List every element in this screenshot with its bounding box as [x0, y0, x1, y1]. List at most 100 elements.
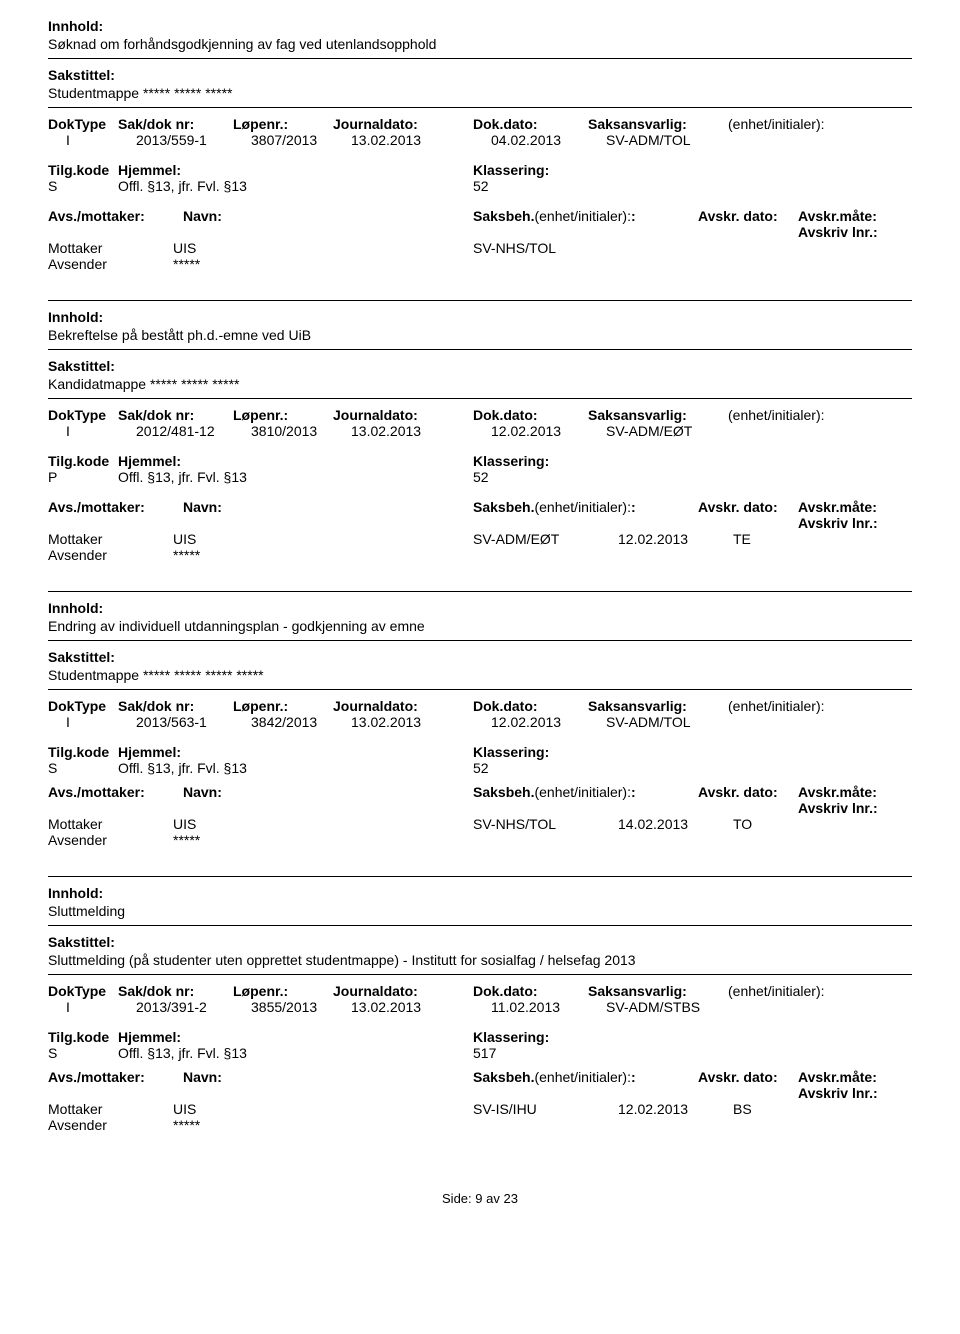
avskr-mate-label: Avskr.måte: — [798, 499, 877, 515]
avskr-mate-lnr: Avskr.måte: Avskriv lnr.: — [798, 1069, 912, 1101]
lopenr-label: Løpenr.: — [233, 983, 333, 999]
saksbeh-value: SV-NHS/TOL — [473, 816, 618, 832]
lopenr-value: 3855/2013 — [251, 999, 351, 1015]
innhold-value: Søknad om forhåndsgodkjenning av fag ved… — [48, 36, 912, 52]
tilgkode-label: Tilg.kode — [48, 162, 118, 178]
rule — [48, 300, 912, 301]
hjemmel-value: Offl. §13, jfr. Fvl. §13 — [118, 1045, 473, 1061]
klass-value-row: P Offl. §13, jfr. Fvl. §13 52 — [48, 469, 912, 485]
journal-record: Innhold: Bekreftelse på bestått ph.d.-em… — [48, 300, 912, 563]
doktype-value: I — [48, 999, 136, 1015]
value-row: I 2013/563-1 3842/2013 13.02.2013 12.02.… — [48, 714, 912, 730]
hjemmel-value: Offl. §13, jfr. Fvl. §13 — [118, 178, 473, 194]
innhold-value: Sluttmelding — [48, 903, 912, 919]
avskr-dato-label: Avskr. dato: — [698, 208, 798, 240]
saksbeh-composite: Saksbeh.(enhet/initialer):: — [473, 1069, 698, 1101]
hjemmel-label: Hjemmel: — [118, 744, 473, 760]
avskr-mate-lnr: Avskr.måte: Avskriv lnr.: — [798, 499, 912, 531]
mottaker-label: Mottaker — [48, 240, 173, 256]
mottaker-row: Mottaker UIS SV-ADM/EØT 12.02.2013 TE — [48, 531, 912, 547]
klassering-value: 52 — [473, 469, 912, 485]
lopenr-value: 3842/2013 — [251, 714, 351, 730]
value-row: I 2013/559-1 3807/2013 13.02.2013 04.02.… — [48, 132, 912, 148]
tilgkode-label: Tilg.kode — [48, 744, 118, 760]
saksbeh-label: Saksbeh. — [473, 784, 534, 800]
lopenr-label: Løpenr.: — [233, 698, 333, 714]
lopenr-value: 3810/2013 — [251, 423, 351, 439]
klassering-value: 52 — [473, 178, 912, 194]
avsmottaker-label: Avs./mottaker: — [48, 208, 183, 240]
sakstittel-value: Kandidatmappe ***** ***** ***** — [48, 376, 912, 392]
klassering-label: Klassering: — [473, 453, 912, 469]
value-row: I 2013/391-2 3855/2013 13.02.2013 11.02.… — [48, 999, 912, 1015]
mottaker-navn: UIS — [173, 240, 473, 256]
dokdato-label: Dok.dato: — [473, 698, 588, 714]
footer-sep: av — [486, 1191, 500, 1206]
journaldato-value: 13.02.2013 — [351, 132, 491, 148]
doktype-label: DokType — [48, 983, 118, 999]
dokdato-label: Dok.dato: — [473, 983, 588, 999]
klassering-label: Klassering: — [473, 1029, 912, 1045]
innhold-label: Innhold: — [48, 885, 912, 901]
avs-header-row: Avs./mottaker: Navn: Saksbeh.(enhet/init… — [48, 499, 912, 531]
saksbeh-enhet-label: (enhet/initialer): — [534, 499, 631, 515]
klass-value-row: S Offl. §13, jfr. Fvl. §13 52 — [48, 178, 912, 194]
dokdato-value: 12.02.2013 — [491, 714, 606, 730]
klass-header-row: Tilg.kode Hjemmel: Klassering: — [48, 1029, 912, 1045]
footer-page: 9 — [475, 1191, 482, 1206]
avs-header-row: Avs./mottaker: Navn: Saksbeh.(enhet/init… — [48, 784, 912, 816]
saksbeh-label: Saksbeh. — [473, 1069, 534, 1085]
saksbeh-label: Saksbeh. — [473, 208, 534, 224]
saksbeh-enhet-label: (enhet/initialer): — [534, 1069, 631, 1085]
enhet-value — [746, 423, 912, 439]
mottaker-label: Mottaker — [48, 531, 173, 547]
saksansvarlig-label: Saksansvarlig: — [588, 698, 728, 714]
saksansvarlig-value: SV-ADM/STBS — [606, 999, 746, 1015]
mottaker-row: Mottaker UIS SV-NHS/TOL — [48, 240, 912, 256]
tilgkode-value: S — [48, 760, 118, 776]
avsender-row: Avsender ***** — [48, 256, 912, 272]
avsender-label: Avsender — [48, 1117, 173, 1133]
avskr-mate-label: Avskr.måte: — [798, 784, 877, 800]
mottaker-row: Mottaker UIS SV-NHS/TOL 14.02.2013 TO — [48, 816, 912, 832]
hjemmel-label: Hjemmel: — [118, 1029, 473, 1045]
avskriv-lnr-label: Avskriv lnr.: — [798, 515, 878, 531]
sakstittel-value: Studentmappe ***** ***** ***** ***** — [48, 667, 912, 683]
hjemmel-label: Hjemmel: — [118, 162, 473, 178]
mottaker-label: Mottaker — [48, 1101, 173, 1117]
hjemmel-value: Offl. §13, jfr. Fvl. §13 — [118, 469, 473, 485]
hjemmel-label: Hjemmel: — [118, 453, 473, 469]
avskr-mate-value: TE — [733, 531, 912, 547]
avskr-dato-value: 14.02.2013 — [618, 816, 733, 832]
navn-label: Navn: — [183, 208, 473, 240]
saksbeh-composite: Saksbeh.(enhet/initialer):: — [473, 208, 698, 240]
rule — [48, 689, 912, 690]
navn-label: Navn: — [183, 499, 473, 531]
avsender-label: Avsender — [48, 832, 173, 848]
avskr-dato-label: Avskr. dato: — [698, 784, 798, 816]
avskr-mate-value: TO — [733, 816, 912, 832]
avskr-dato-value: 12.02.2013 — [618, 531, 733, 547]
innhold-label: Innhold: — [48, 600, 912, 616]
header-row: DokType Sak/dok nr: Løpenr.: Journaldato… — [48, 983, 912, 999]
klass-value-row: S Offl. §13, jfr. Fvl. §13 52 — [48, 760, 912, 776]
lopenr-label: Løpenr.: — [233, 116, 333, 132]
sakstittel-label: Sakstittel: — [48, 934, 912, 950]
avskr-mate-value: BS — [733, 1101, 912, 1117]
footer-label: Side: — [442, 1191, 472, 1206]
page: Innhold: Søknad om forhåndsgodkjenning a… — [0, 0, 960, 1224]
doktype-label: DokType — [48, 407, 118, 423]
rule — [48, 925, 912, 926]
avs-header-row: Avs./mottaker: Navn: Saksbeh.(enhet/init… — [48, 1069, 912, 1101]
journaldato-value: 13.02.2013 — [351, 423, 491, 439]
enhet-value — [746, 132, 912, 148]
tilgkode-value: S — [48, 178, 118, 194]
klassering-label: Klassering: — [473, 744, 912, 760]
journal-record: Innhold: Endring av individuell utdannin… — [48, 591, 912, 848]
enhet-value — [746, 714, 912, 730]
saksansvarlig-value: SV-ADM/TOL — [606, 132, 746, 148]
klass-header-row: Tilg.kode Hjemmel: Klassering: — [48, 162, 912, 178]
lopenr-label: Løpenr.: — [233, 407, 333, 423]
sakstittel-value: Studentmappe ***** ***** ***** — [48, 85, 912, 101]
colon: : — [631, 784, 636, 800]
